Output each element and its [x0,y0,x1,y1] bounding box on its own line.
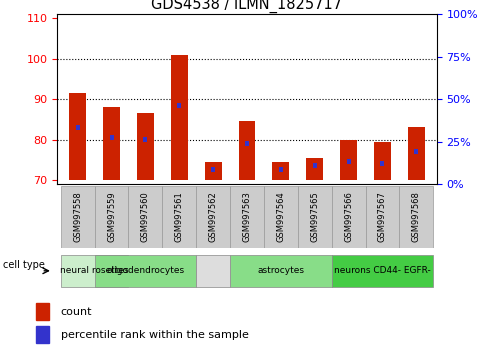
Text: astrocytes: astrocytes [257,266,304,275]
Bar [95,255,196,287]
Text: GSM997560: GSM997560 [141,192,150,242]
Text: GSM997563: GSM997563 [243,192,251,242]
Bar [69,93,86,180]
Bar [332,255,433,287]
Text: GSM997566: GSM997566 [344,192,353,242]
Bar [205,162,222,180]
Bar [129,186,162,248]
Bar [346,159,351,164]
Bar [399,186,433,248]
Bar [374,142,391,180]
Bar [36,303,49,320]
Text: GSM997559: GSM997559 [107,192,116,242]
Text: oligodendrocytes: oligodendrocytes [106,266,185,275]
Bar [272,162,289,180]
Text: GSM997568: GSM997568 [412,192,421,242]
Bar [196,255,230,287]
Bar [211,167,215,172]
Bar [103,107,120,180]
Bar [313,164,317,168]
Bar [162,186,196,248]
Text: count: count [61,307,92,317]
Text: GSM997558: GSM997558 [73,192,82,242]
Text: neural rosettes: neural rosettes [60,266,129,275]
Bar [95,186,129,248]
Bar [230,255,332,287]
Bar [137,113,154,180]
Bar [264,186,298,248]
Bar [110,135,114,140]
Title: GDS4538 / ILMN_1825717: GDS4538 / ILMN_1825717 [151,0,343,13]
Bar [196,186,230,248]
Text: neurons CD44- EGFR-: neurons CD44- EGFR- [334,266,431,275]
Text: GSM997565: GSM997565 [310,192,319,242]
Bar [61,186,95,248]
Bar [239,121,255,180]
Bar [279,167,283,172]
Bar [177,103,181,108]
Text: GSM997562: GSM997562 [209,192,218,242]
Bar [61,255,129,287]
Text: cell type: cell type [3,261,45,270]
Text: GSM997561: GSM997561 [175,192,184,242]
Bar [340,139,357,180]
Bar [380,161,384,166]
Bar [245,141,249,146]
Bar [36,326,49,343]
Bar [298,186,332,248]
Text: GSM997564: GSM997564 [276,192,285,242]
Bar [414,149,418,154]
Bar [76,125,80,130]
Bar [230,186,264,248]
Bar [306,158,323,180]
Text: GSM997567: GSM997567 [378,192,387,242]
Bar [408,127,425,180]
Bar [171,55,188,180]
Bar [143,137,148,142]
Bar [332,186,365,248]
Text: percentile rank within the sample: percentile rank within the sample [61,330,249,339]
Bar [365,186,399,248]
